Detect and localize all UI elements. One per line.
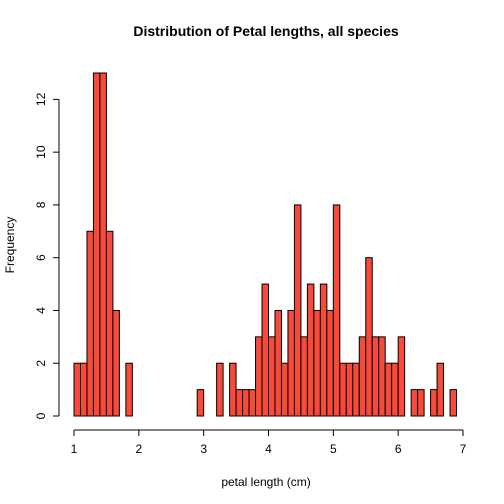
x-tick-label: 5: [330, 442, 337, 456]
y-tick-label: 2: [34, 360, 48, 367]
y-tick-label: 6: [34, 254, 48, 261]
histogram-bar: [79, 362, 88, 417]
histogram-bar: [365, 257, 373, 417]
chart-title: Distribution of Petal lengths, all speci…: [133, 23, 398, 39]
histogram-bar: [430, 389, 438, 417]
x-tick-label: 6: [395, 442, 402, 456]
histogram-bar: [73, 362, 81, 417]
histogram-bar: [99, 72, 107, 417]
histogram-bar: [352, 362, 360, 417]
histogram-bar: [339, 362, 347, 417]
histogram-bar: [306, 283, 315, 417]
histogram-bar: [235, 389, 244, 417]
y-axis-label: Frequency: [3, 217, 17, 274]
y-tick-label: 4: [34, 307, 48, 314]
histogram-bar: [280, 362, 289, 417]
histogram-bar: [293, 204, 302, 417]
y-tick-label: 0: [34, 412, 48, 419]
histogram-bar: [371, 336, 380, 417]
x-axis-label: petal length (cm): [221, 475, 310, 489]
histogram-bar: [326, 309, 334, 417]
histogram-bar: [313, 309, 321, 417]
x-tick-label: 1: [71, 442, 78, 456]
histogram-bar: [242, 389, 250, 417]
y-axis: 0 2 4 6 8 10 12: [34, 92, 60, 419]
histogram-bar: [287, 309, 295, 417]
histogram-bar: [86, 230, 94, 417]
histogram-bar: [417, 389, 425, 417]
histogram-bar: [449, 389, 458, 417]
x-tick-label: 3: [200, 442, 207, 456]
x-axis: 1 2 3 4 5 6 7: [71, 429, 467, 456]
histogram-bar: [229, 362, 237, 417]
histogram-bar: [196, 389, 205, 417]
histogram-bar: [125, 362, 133, 417]
histogram-bar: [216, 362, 224, 417]
y-tick-label: 12: [34, 92, 48, 106]
histogram-bar: [255, 336, 263, 417]
histogram-bar: [319, 283, 328, 417]
histogram-bar: [274, 309, 282, 417]
y-tick-label: 10: [34, 145, 48, 159]
histogram-bar: [112, 309, 120, 417]
histogram-bar: [92, 72, 101, 417]
histogram-bar: [378, 336, 386, 417]
bars-group: [73, 72, 458, 417]
histogram-bar: [332, 204, 341, 417]
y-tick-label: 8: [34, 201, 48, 208]
histogram-bar: [300, 336, 308, 417]
x-tick-label: 4: [265, 442, 272, 456]
histogram-bar: [248, 389, 257, 417]
histogram-bar: [436, 362, 445, 417]
histogram-bar: [410, 389, 419, 417]
x-tick-label: 2: [135, 442, 142, 456]
histogram-bar: [345, 362, 354, 417]
histogram-bar: [268, 336, 276, 417]
x-tick-label: 7: [460, 442, 467, 456]
histogram-bar: [261, 283, 269, 417]
histogram-bar: [384, 362, 393, 417]
histogram-bar: [391, 362, 399, 417]
histogram-bar: [105, 230, 114, 417]
histogram-bar: [358, 336, 367, 417]
histogram-bar: [397, 336, 406, 417]
